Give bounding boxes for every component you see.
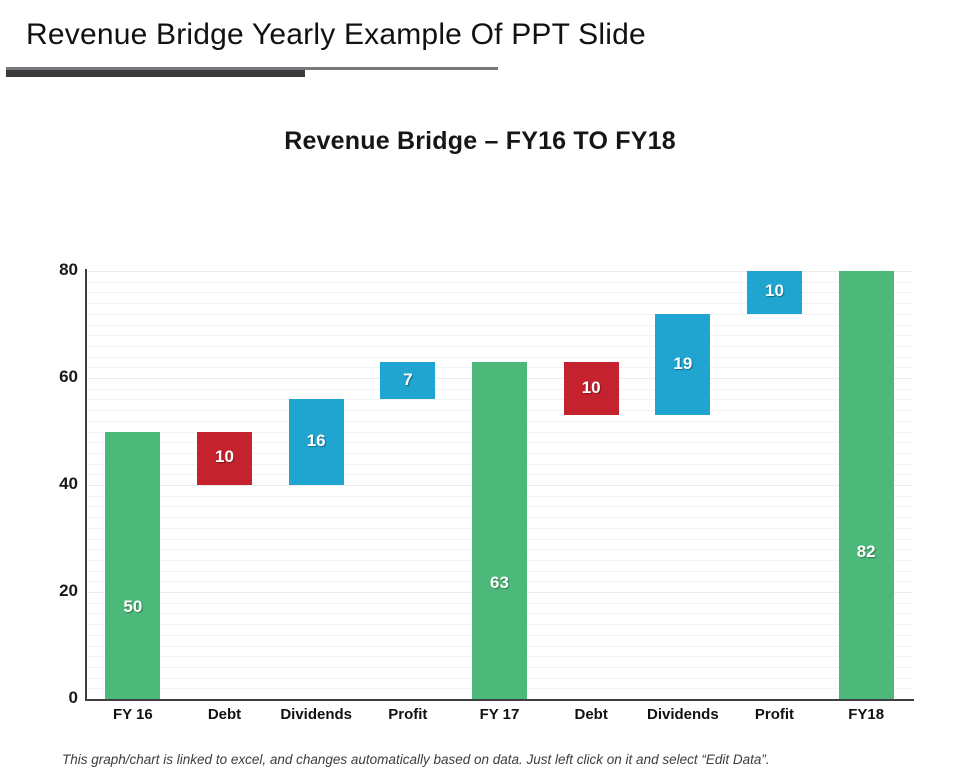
y-axis-tick-label: 0 [68,688,78,707]
header-rule-thick [6,70,305,77]
x-axis-tick-label: Profit [388,706,428,723]
gridline-minor [87,292,912,294]
bar-increase[interactable]: 19 [655,313,711,416]
chart-footer-note: This graph/chart is linked to excel, and… [62,752,770,767]
gridline-minor [87,356,912,358]
bar-value-label: 10 [581,377,601,397]
y-axis-labels: 0 20 40 60 80 [12,260,78,707]
bar-value-label: 16 [306,431,326,451]
y-axis-tick-label: 40 [59,474,78,493]
bar-total[interactable]: 63 [472,361,527,699]
gridline-minor [87,313,912,315]
bar-total[interactable]: 50 [105,431,161,699]
bar-increase[interactable]: 7 [380,361,436,400]
gridline-minor [87,324,912,326]
x-axis-tick-label: Profit [754,706,795,723]
bar-value-label: 63 [490,573,509,593]
x-axis-tick-label: Dividends [280,706,352,723]
plot-area: 50 10 16 7 63 10 19 10 82 [87,271,912,700]
gridline-major [87,271,912,272]
header-rule-thin [6,67,498,70]
x-axis-tick-label: FY18 [848,706,885,723]
gridline-minor [87,281,912,283]
bar-value-label: 19 [673,353,693,373]
y-axis-tick-label: 80 [59,260,78,279]
x-axis-tick-label: Debt [207,706,242,723]
bar-increase[interactable]: 10 [747,271,802,314]
slide-header: Revenue Bridge Yearly Example Of PPT Sli… [0,0,960,80]
bar-value-label: 10 [215,447,234,467]
bar-decrease[interactable]: 10 [197,431,252,485]
gridline-minor [87,345,912,347]
bar-increase[interactable]: 16 [288,399,344,485]
page-title: Revenue Bridge Yearly Example Of PPT Sli… [26,18,646,51]
x-axis-line [85,699,914,701]
bar-value-label: 50 [123,597,143,617]
gridline-minor [87,303,912,305]
y-axis-line [85,269,87,701]
gridline-minor [87,335,912,337]
bar-total[interactable]: 82 [838,271,894,699]
bar-value-label: 7 [403,369,413,389]
x-axis-tick-label: FY 16 [112,706,153,723]
chart-title: Revenue Bridge – FY16 TO FY18 [284,127,676,155]
x-axis-tick-label: FY 17 [479,706,520,723]
x-axis-tick-label: Debt [574,706,608,723]
bar-decrease[interactable]: 10 [563,361,619,416]
bar-value-label: 10 [765,281,784,301]
bar-value-label: 82 [856,542,876,562]
revenue-bridge-chart[interactable]: Revenue Bridge – FY16 TO FY18 50 10 16 7 63 1… [0,96,960,767]
y-axis-tick-label: 60 [59,367,78,386]
x-axis-tick-label: Dividends [646,706,719,723]
y-axis-tick-label: 20 [59,581,78,600]
x-axis-labels: FY 16 Debt Dividends Profit FY 17 Debt Dividen… [87,706,912,732]
